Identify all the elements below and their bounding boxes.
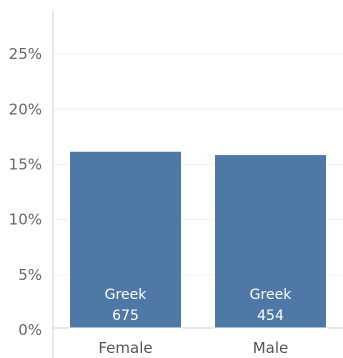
y-tick-label: 5% [18,266,42,284]
y-tick-labels: 0% 5% 10% 15% 20% 25% [9,45,42,339]
y-tick-label: 25% [9,45,42,63]
x-category-label: Female [98,339,152,357]
y-tick-label: 10% [9,211,42,229]
bar-female[interactable] [69,150,182,329]
bar-series-label: Greek [250,287,293,303]
bar-male[interactable] [214,154,327,329]
y-tick-label: 0% [18,321,42,339]
x-category-label: Male [253,339,289,357]
x-category-labels: Female Male [98,339,288,357]
bar-labels: Greek 675 Greek 454 [105,287,293,324]
bar-series-label: Greek [105,287,148,303]
bars [69,150,327,329]
bar-count-label: 675 [112,308,139,324]
y-tick-label: 15% [9,155,42,173]
bar-count-label: 454 [257,308,284,324]
y-tick-label: 20% [9,100,42,118]
